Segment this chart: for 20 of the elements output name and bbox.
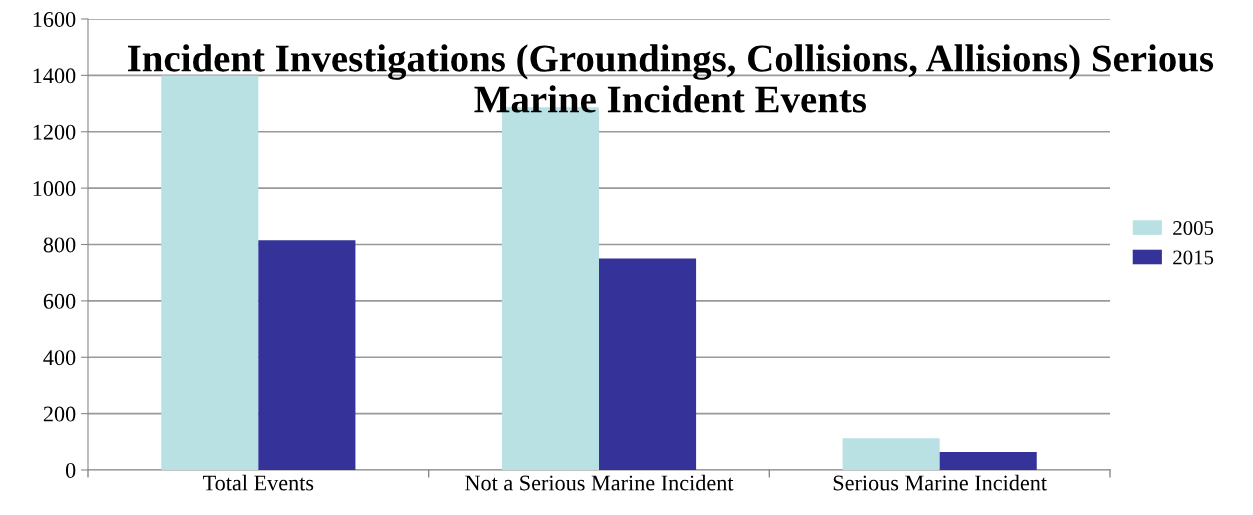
x-tick-label: Serious Marine Incident [833, 474, 1047, 491]
y-tick-label: 1600 [33, 11, 76, 27]
y-tick-label: 400 [43, 350, 76, 366]
y-tick-label: 0 [65, 462, 76, 478]
y-tick-label: 200 [43, 406, 76, 422]
x-tick-label: Total Events [203, 474, 314, 491]
y-tick-label: 1200 [33, 124, 76, 140]
bar [599, 258, 697, 470]
legend-label: 2015 [1173, 250, 1214, 265]
bar [939, 451, 1037, 470]
y-tick-label: 800 [43, 237, 76, 253]
text: Incident Investigations (Groundings, Collisions, Allisions) Serious Marine Incident Events [127, 44, 1214, 113]
y-tick-label: 600 [43, 293, 76, 309]
x-tick-label: Not a Serious Marine Incident [465, 474, 734, 491]
y-tick-label: 1400 [33, 68, 76, 84]
y-tick-label: 1000 [33, 181, 76, 197]
bar [258, 240, 356, 470]
bar [161, 75, 259, 470]
legend-label: 2005 [1173, 221, 1214, 236]
bar [842, 438, 940, 470]
